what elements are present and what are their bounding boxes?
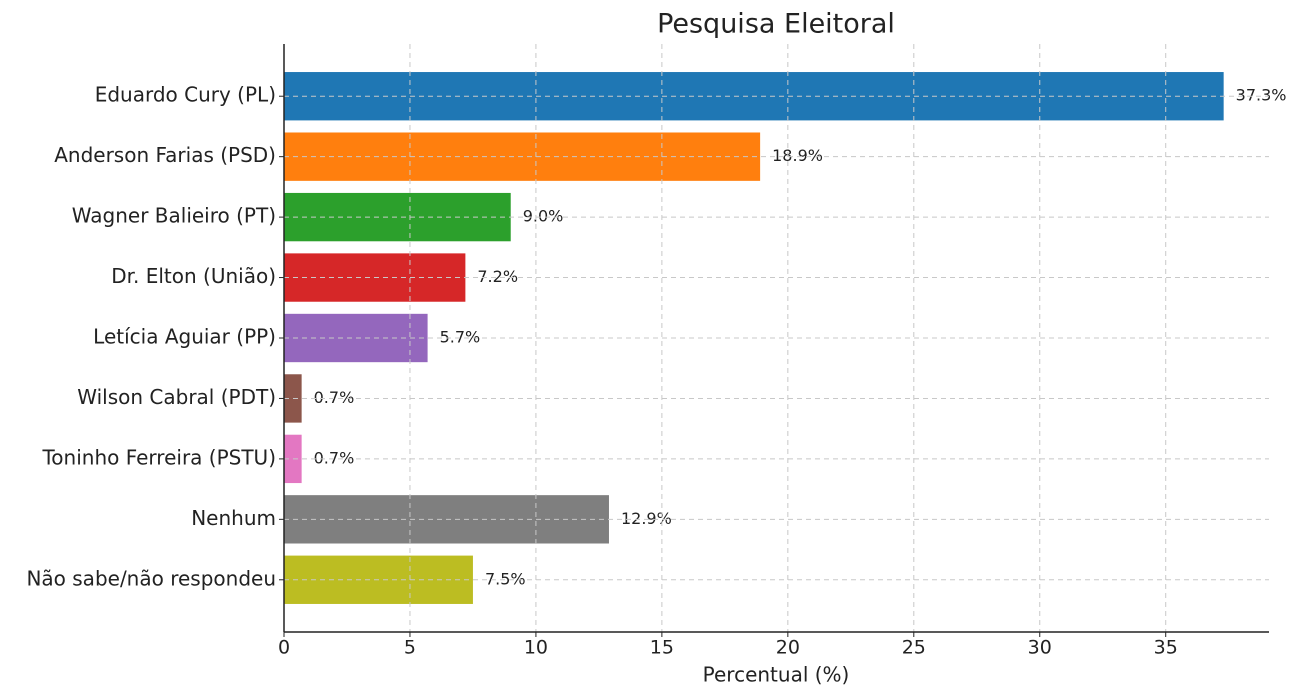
y-tick-label: Wilson Cabral (PDT) — [77, 385, 276, 409]
value-label: 7.2% — [477, 267, 518, 286]
y-tick-label: Anderson Farias (PSD) — [54, 143, 276, 167]
x-tick-label: 5 — [404, 637, 416, 659]
value-label: 18.9% — [772, 146, 823, 165]
y-tick-label: Dr. Elton (União) — [111, 264, 276, 288]
value-label: 5.7% — [440, 328, 481, 347]
x-tick-label: 30 — [1028, 637, 1052, 659]
bar — [284, 434, 302, 484]
value-label: 0.7% — [314, 448, 355, 467]
value-label: 9.0% — [523, 207, 564, 226]
value-label: 37.3% — [1236, 86, 1287, 105]
value-label: 7.5% — [485, 569, 526, 588]
x-tick-label: 15 — [650, 637, 674, 659]
y-tick-label: Nenhum — [191, 506, 276, 530]
bar — [284, 374, 302, 423]
x-axis-label: Percentual (%) — [703, 663, 850, 687]
x-tick-label: 20 — [776, 637, 800, 659]
x-tick-label: 25 — [902, 637, 926, 659]
value-label: 12.9% — [621, 509, 672, 528]
y-tick-label: Não sabe/não respondeu — [26, 566, 276, 590]
x-tick-label: 10 — [524, 637, 548, 659]
y-tick-label: Eduardo Cury (PL) — [95, 83, 276, 107]
x-tick-label: 0 — [278, 637, 290, 659]
y-tick-label: Wagner Balieiro (PT) — [72, 204, 276, 228]
value-label: 0.7% — [314, 388, 355, 407]
x-tick-label: 35 — [1154, 637, 1178, 659]
y-tick-label: Letícia Aguiar (PP) — [93, 325, 276, 349]
chart-title: Pesquisa Eleitoral — [657, 9, 895, 40]
y-tick-label: Toninho Ferreira (PSTU) — [41, 445, 276, 469]
